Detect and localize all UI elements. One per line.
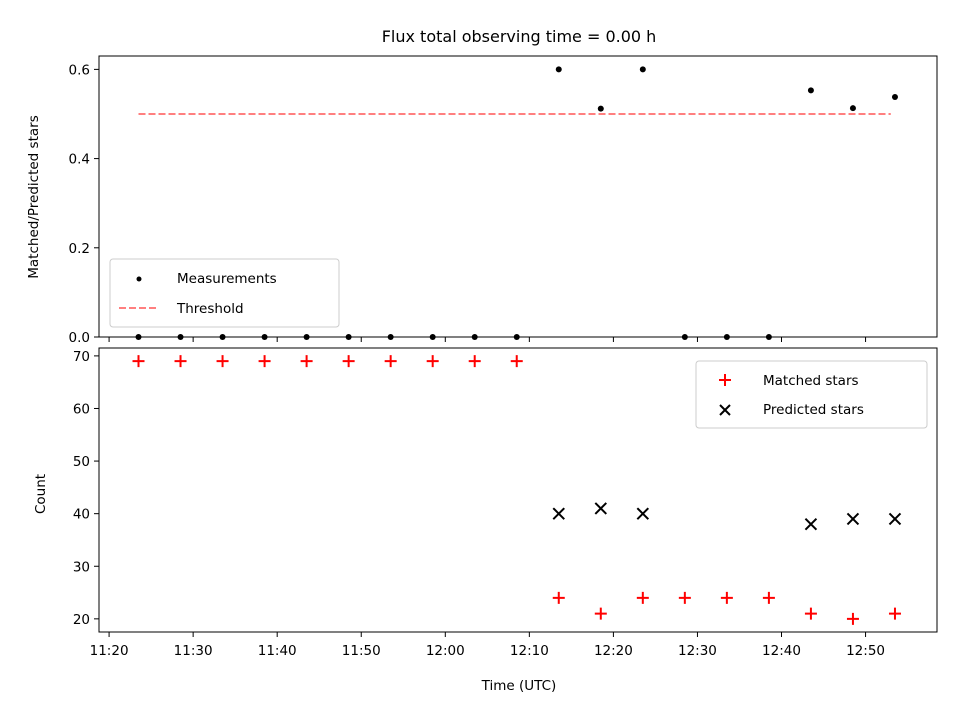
bottom-y-axis: 20 30 40 50 60 70 [73, 349, 99, 628]
legend-measurements-marker [136, 276, 142, 282]
matched-star-point [300, 355, 313, 368]
measurement-point [345, 334, 352, 340]
x-tick-label: 12:20 [594, 643, 633, 659]
bottom-panel-frame [98, 347, 938, 633]
measurement-point [219, 334, 226, 340]
matched-star-point [342, 355, 355, 368]
matched-star-point [762, 591, 775, 604]
top-x-ticks [108, 337, 867, 342]
measurement-point [135, 334, 142, 340]
top-plot-marks [135, 66, 898, 340]
bottom-y-tick-label: 20 [73, 612, 90, 628]
top-y-axis: 0.0 0.2 0.4 0.6 [69, 62, 99, 346]
matched-star-point [426, 355, 439, 368]
measurement-point [849, 105, 856, 112]
bottom-y-tick-label: 70 [73, 349, 90, 365]
legend-threshold-label: Threshold [176, 301, 244, 317]
matched-star-point [510, 355, 523, 368]
matched-star-point [468, 355, 481, 368]
predicted-star-point [636, 507, 650, 520]
matched-star-point [216, 355, 229, 368]
bottom-y-tick-label: 40 [73, 507, 90, 523]
legend-matched-label: Matched stars [763, 373, 859, 389]
measurement-point [303, 334, 310, 340]
bottom-plot-marks [132, 355, 902, 625]
bottom-x-axis: 11:20 11:30 11:40 11:50 12:00 12:10 12:20 12:30… [90, 632, 885, 659]
top-y-axis-label: Matched/Predicted stars [26, 115, 42, 278]
top-legend: Measurements Threshold [109, 258, 340, 328]
predicted-star-point [804, 517, 818, 531]
matched-star-point [846, 612, 859, 625]
bottom-y-axis-label: Count [33, 474, 49, 514]
x-tick-label: 12:40 [762, 643, 801, 659]
matched-star-point [174, 355, 187, 368]
measurement-point [765, 334, 772, 340]
matched-star-point [804, 607, 817, 620]
measurement-point [807, 87, 814, 94]
top-y-tick-label: 0.6 [69, 62, 90, 78]
matched-star-point [720, 591, 733, 604]
top-y-tick-label: 0.4 [69, 152, 90, 168]
legend-measurements-label: Measurements [177, 271, 277, 287]
predicted-star-point [846, 512, 860, 526]
x-tick-label: 11:50 [342, 643, 381, 659]
x-tick-label: 12:10 [510, 643, 549, 659]
legend-matched-marker [719, 374, 731, 386]
matched-star-point [384, 355, 397, 368]
matched-star-point [678, 591, 691, 604]
predicted-star-point [552, 507, 565, 520]
x-tick-label: 11:40 [258, 643, 297, 659]
legend-predicted-marker [719, 404, 731, 416]
measurement-point [681, 334, 688, 340]
measurement-point [177, 334, 184, 340]
bottom-panel: 20 30 40 50 60 70 11:20 11:30 11:40 11:50 12:00 12… [33, 347, 938, 694]
x-tick-label: 12:30 [678, 643, 717, 659]
measurement-point [429, 334, 436, 340]
measurement-point [639, 66, 646, 73]
bottom-y-tick-label: 30 [73, 559, 90, 575]
matched-star-point [594, 607, 607, 620]
matched-star-point [888, 607, 901, 620]
x-tick-label: 11:20 [90, 643, 129, 659]
matched-star-point [258, 355, 271, 368]
measurement-point [387, 334, 394, 340]
x-tick-label: 11:30 [174, 643, 213, 659]
measurement-point [891, 94, 898, 101]
matched-star-point [552, 591, 565, 604]
matched-star-point [132, 355, 145, 368]
figure-title: Flux total observing time = 0.00 h [382, 27, 657, 46]
matched-star-point [636, 591, 649, 604]
measurement-point [597, 105, 604, 112]
top-panel: 0.0 0.2 0.4 0.6 Matched/Predicted stars Mea… [26, 55, 938, 346]
bottom-legend: Matched stars Predicted stars [695, 360, 928, 429]
x-tick-label: 12:00 [426, 643, 465, 659]
measurement-point [513, 334, 520, 340]
measurement-point [555, 66, 562, 73]
top-legend-box [109, 258, 340, 328]
bottom-y-tick-label: 50 [73, 454, 90, 470]
measurement-point [261, 334, 268, 340]
top-y-tick-label: 0.2 [69, 241, 90, 257]
measurement-point [471, 334, 478, 340]
x-axis-label: Time (UTC) [481, 678, 557, 694]
predicted-star-point [888, 512, 902, 526]
bottom-y-tick-label: 60 [73, 401, 90, 417]
legend-predicted-label: Predicted stars [763, 402, 864, 418]
measurement-point [723, 334, 730, 340]
predicted-star-point [594, 502, 607, 515]
x-tick-label: 12:50 [846, 643, 885, 659]
top-y-tick-label: 0.0 [69, 330, 90, 346]
bottom-legend-box [695, 360, 928, 429]
